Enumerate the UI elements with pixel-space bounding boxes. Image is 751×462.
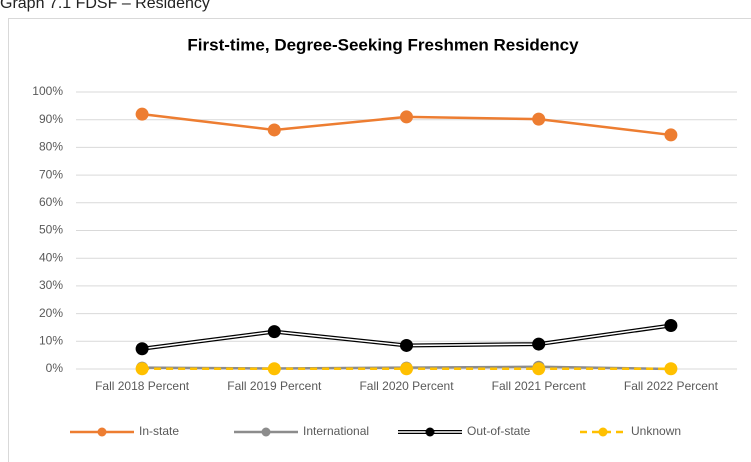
marker <box>532 362 546 376</box>
x-tick-label: Fall 2019 Percent <box>227 379 322 393</box>
y-tick-label: 70% <box>39 167 63 181</box>
y-tick-label: 100% <box>32 84 63 98</box>
marker <box>135 107 149 121</box>
marker <box>135 342 149 356</box>
heading: Graph 7.1 FDSF – Residency <box>0 0 210 12</box>
legend-label: Unknown <box>631 424 681 438</box>
y-tick-label: 90% <box>39 112 63 126</box>
x-tick-label: Fall 2022 Percent <box>624 379 719 393</box>
x-tick-label: Fall 2018 Percent <box>95 379 190 393</box>
legend-label: International <box>303 424 369 438</box>
chart-frame <box>8 18 751 462</box>
marker <box>664 319 678 333</box>
y-tick-label: 80% <box>39 140 63 154</box>
marker <box>664 128 678 142</box>
y-tick-label: 60% <box>39 195 63 209</box>
y-tick-label: 50% <box>39 223 63 237</box>
marker <box>267 325 281 339</box>
y-tick-label: 40% <box>39 250 63 264</box>
marker <box>532 112 546 126</box>
y-tick-label: 10% <box>39 333 63 347</box>
marker <box>267 362 281 376</box>
legend-marker <box>425 427 435 437</box>
legend-marker <box>97 427 107 437</box>
y-tick-label: 0% <box>46 361 64 375</box>
marker <box>400 362 413 376</box>
marker <box>135 362 149 376</box>
x-tick-label: Fall 2021 Percent <box>492 379 587 393</box>
marker <box>400 110 413 124</box>
legend-label: Out-of-state <box>467 424 531 438</box>
marker <box>400 338 413 352</box>
legend-marker <box>261 427 271 437</box>
legend-marker <box>598 427 608 437</box>
y-tick-label: 20% <box>39 306 63 320</box>
legend-label: In-state <box>139 424 179 438</box>
chart-title: First-time, Degree-Seeking Freshmen Resi… <box>187 35 579 54</box>
y-tick-label: 30% <box>39 278 63 292</box>
marker <box>664 362 678 376</box>
x-tick-label: Fall 2020 Percent <box>359 379 454 393</box>
marker <box>532 337 546 351</box>
marker <box>267 123 281 137</box>
